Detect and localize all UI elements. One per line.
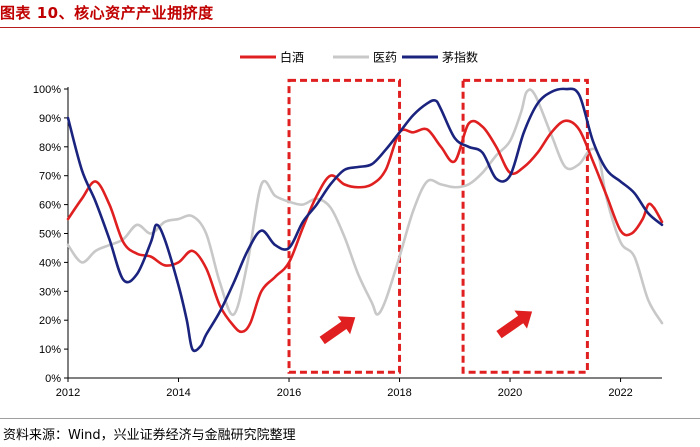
- series-line-1: [66, 119, 664, 334]
- highlight-boxes: [287, 78, 589, 374]
- y-tick-label: 50%: [39, 229, 61, 241]
- x-tick-label: 2014: [166, 387, 190, 399]
- x-tick-labels: 2012 2014 2016 2018 2020 2022: [56, 378, 633, 399]
- y-tick-label: 100%: [33, 84, 61, 96]
- source-note: 资料来源：Wind，兴业证券经济与金融研究院整理: [3, 428, 296, 443]
- legend-label: 白酒: [280, 50, 304, 65]
- y-tick-label: 0%: [45, 373, 61, 385]
- series-line-3: [66, 87, 664, 353]
- y-tick-label: 40%: [39, 257, 61, 269]
- y-tick-label: 30%: [39, 286, 61, 298]
- y-tick-label: 10%: [39, 344, 61, 356]
- highlight-box: [461, 78, 589, 374]
- trend-arrows: [319, 310, 533, 345]
- trend-arrow: [319, 316, 356, 345]
- x-tick-label: 2022: [608, 387, 632, 399]
- legend-label: 医药: [373, 51, 397, 65]
- figure-title: 图表 10、核心资产产业拥挤度: [0, 4, 214, 22]
- chart-legend: 白酒 医药 茅指数: [240, 50, 478, 65]
- y-tick-labels: 0% 10% 20% 30% 40% 50% 60% 70% 80% 90% 100%: [33, 84, 68, 385]
- y-tick-label: 80%: [39, 142, 61, 154]
- x-tick-label: 2012: [56, 387, 80, 399]
- y-tick-label: 70%: [39, 171, 61, 183]
- source-rule: [0, 418, 700, 419]
- x-tick-label: 2020: [498, 387, 522, 399]
- highlight-box: [287, 78, 402, 374]
- title-rule: [0, 27, 700, 28]
- x-tick-label: 2016: [277, 387, 301, 399]
- legend-label: 茅指数: [442, 50, 478, 65]
- x-tick-label: 2018: [387, 387, 411, 399]
- y-tick-label: 20%: [39, 315, 61, 327]
- series-line-2: [66, 88, 664, 325]
- chart-axes: [67, 87, 662, 379]
- y-tick-label: 90%: [39, 113, 61, 125]
- trend-arrow: [496, 310, 533, 339]
- series-lines: [66, 87, 664, 353]
- y-tick-label: 60%: [39, 200, 61, 212]
